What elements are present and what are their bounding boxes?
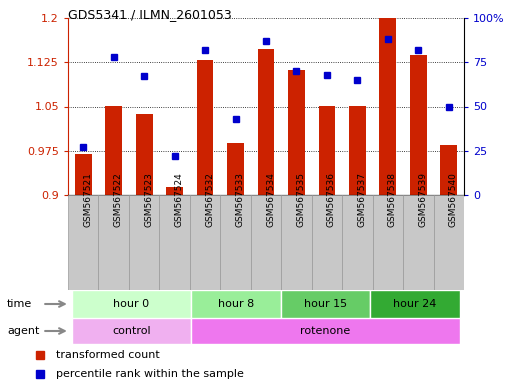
Text: GSM567539: GSM567539 (418, 172, 426, 227)
Bar (196, 61, 213, 195)
Text: GSM567538: GSM567538 (387, 172, 396, 227)
Bar (348, 106, 365, 195)
Text: GDS5341 / ILMN_2601053: GDS5341 / ILMN_2601053 (68, 8, 231, 21)
Text: control: control (112, 326, 150, 336)
Text: GSM567532: GSM567532 (205, 172, 214, 227)
Bar (105, 106, 122, 195)
Text: GSM567524: GSM567524 (174, 172, 183, 227)
Bar (191, 318, 459, 344)
Bar (257, 49, 274, 195)
Bar (409, 55, 426, 195)
Text: time: time (7, 299, 32, 309)
Bar (220, 195, 250, 290)
Bar (68, 195, 98, 290)
Bar (189, 195, 220, 290)
Text: hour 15: hour 15 (304, 299, 346, 309)
Text: GSM567521: GSM567521 (83, 172, 92, 227)
Text: rotenone: rotenone (300, 326, 350, 336)
Text: GSM567536: GSM567536 (326, 172, 335, 227)
Text: GSM567522: GSM567522 (114, 172, 122, 227)
Text: GSM567540: GSM567540 (448, 172, 457, 227)
Bar (372, 195, 402, 290)
Text: GSM567535: GSM567535 (296, 172, 305, 227)
Bar (250, 195, 281, 290)
Bar (402, 195, 433, 290)
Bar (166, 187, 183, 195)
Bar (159, 195, 189, 290)
Bar (72, 318, 191, 344)
Bar (433, 195, 463, 290)
Bar (370, 290, 459, 318)
Bar (75, 154, 91, 195)
Bar (287, 70, 304, 195)
Bar (379, 18, 395, 195)
Text: GSM567533: GSM567533 (235, 172, 244, 227)
Bar (191, 290, 280, 318)
Bar (281, 195, 311, 290)
Bar (439, 145, 456, 195)
Text: GSM567523: GSM567523 (144, 172, 153, 227)
Text: agent: agent (7, 326, 39, 336)
Bar (129, 195, 159, 290)
Text: hour 0: hour 0 (113, 299, 149, 309)
Text: GSM567534: GSM567534 (266, 172, 274, 227)
Bar (318, 106, 335, 195)
Text: hour 24: hour 24 (392, 299, 436, 309)
Text: percentile rank within the sample: percentile rank within the sample (56, 369, 243, 379)
Bar (135, 114, 152, 195)
Bar (311, 195, 341, 290)
Bar (341, 195, 372, 290)
Bar (227, 143, 243, 195)
Text: hour 8: hour 8 (217, 299, 254, 309)
Bar (72, 290, 191, 318)
Bar (280, 290, 370, 318)
Text: transformed count: transformed count (56, 351, 160, 361)
Bar (98, 195, 129, 290)
Text: GSM567537: GSM567537 (357, 172, 366, 227)
